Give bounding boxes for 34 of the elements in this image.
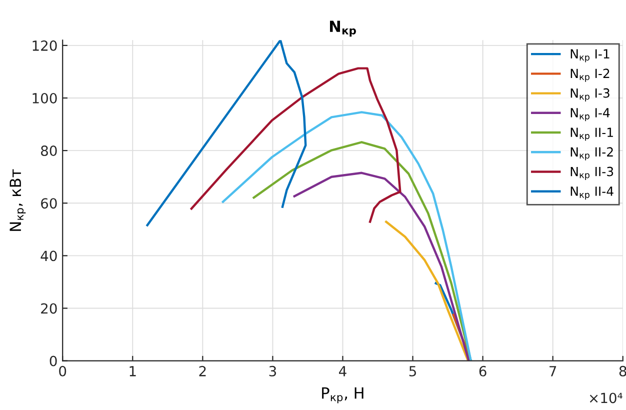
legend-label: N$_{кр}$ II-1 <box>570 128 613 141</box>
line-series <box>222 111 472 361</box>
y-tick-label: 0 <box>50 356 57 366</box>
x-tick-label: 6 <box>479 366 486 376</box>
x-tick-label: 4 <box>338 366 346 376</box>
line-series <box>190 67 402 223</box>
x-tick-label: 7 <box>550 366 556 376</box>
legend-label: N$_{кр}$ II-3 <box>570 166 614 180</box>
y-axis-title: N$_{кр}$, кВт <box>10 169 26 231</box>
y-tick-label: 20 <box>41 303 57 314</box>
legend-label: N$_{кр}$ I-1 <box>570 49 610 62</box>
y-tick-label: 60 <box>41 198 57 209</box>
x-tick-label: 2 <box>199 366 206 376</box>
y-tick-label: 40 <box>40 250 57 262</box>
line-series <box>293 172 470 361</box>
line-series <box>252 141 472 361</box>
legend-label: N$_{кр}$ II-4 <box>570 186 614 200</box>
x-axis-title: P$_{кр}$, Н <box>322 387 364 404</box>
line-series <box>146 40 307 226</box>
legend-label: N$_{кр}$ II-2 <box>570 147 613 160</box>
x-tick-label: 3 <box>269 366 276 376</box>
text: ×10⁴ <box>590 392 622 404</box>
legend-label: N$_{кр}$ I-4 <box>570 108 610 122</box>
line-series <box>385 220 470 361</box>
y-tick-label: 120 <box>32 40 57 51</box>
chart-title: N$_{кр}$ <box>330 20 356 37</box>
x-tick-label: 8 <box>619 366 626 376</box>
x-tick-label: 5 <box>409 366 416 376</box>
y-tick-label: 80 <box>41 146 57 156</box>
x-tick-label: 1 <box>130 366 136 376</box>
legend-label: N$_{кр}$ I-2 <box>570 68 610 82</box>
legend-label: N$_{кр}$ I-3 <box>570 88 610 102</box>
y-tick-label: 100 <box>32 92 57 104</box>
x-tick-label: 0 <box>59 366 66 376</box>
